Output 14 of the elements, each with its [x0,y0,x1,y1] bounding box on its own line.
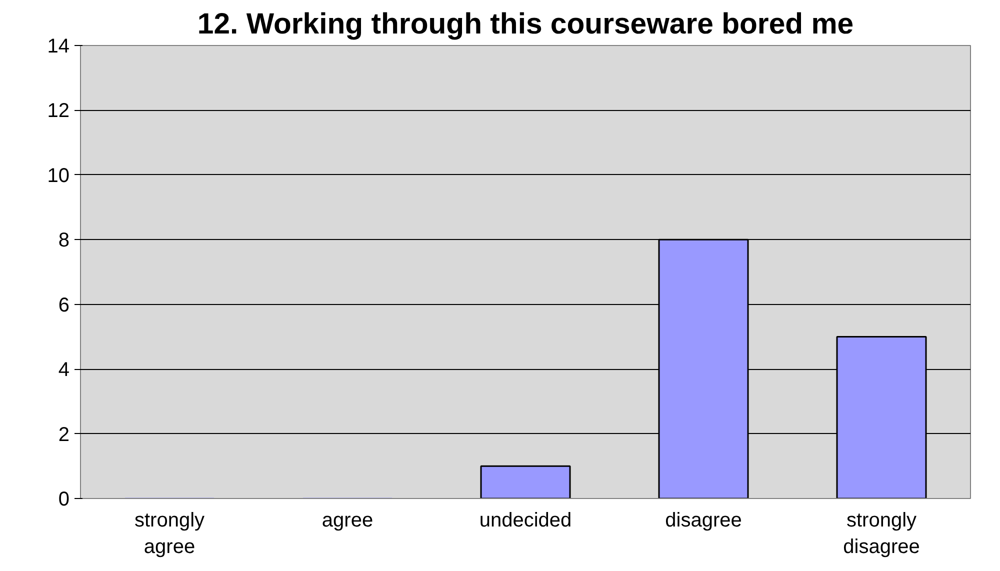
y-tick-label: 6 [58,294,70,316]
y-tick-label: 14 [47,36,70,58]
x-tick-label: strongly agree [134,510,205,558]
y-tick-label: 10 [47,164,70,187]
y-tick-label: 2 [58,424,70,446]
y-tick-label: 8 [58,230,70,252]
y-tick-label: 12 [47,100,70,122]
y-tick-label: 0 [58,488,70,510]
chart-title: 12. Working through this courseware bored me [197,8,854,40]
x-tick-label: undecided [479,510,572,532]
y-tick-label: 4 [58,359,70,382]
x-tick-label: disagree [665,510,742,532]
x-tick-label: strongly disagree [843,510,920,558]
x-tick-label: agree [322,510,374,532]
